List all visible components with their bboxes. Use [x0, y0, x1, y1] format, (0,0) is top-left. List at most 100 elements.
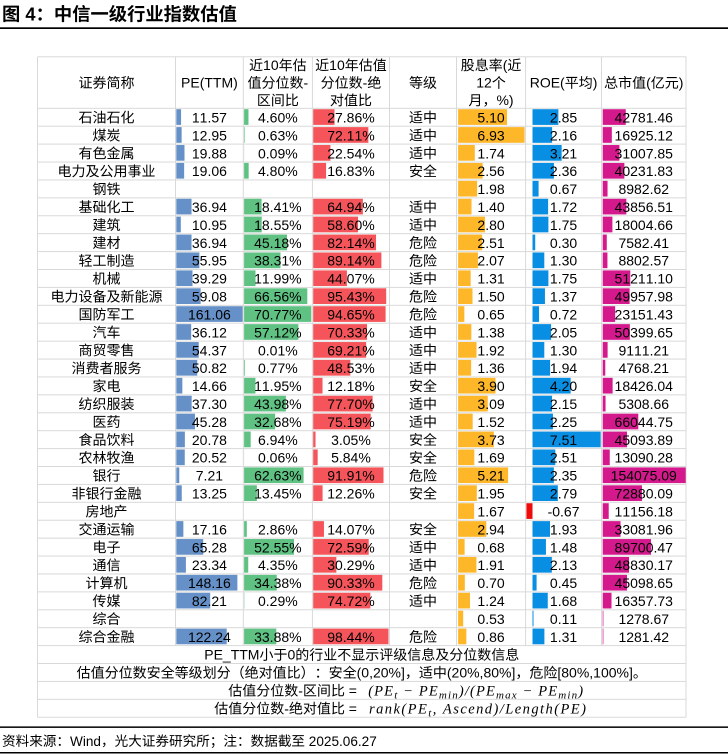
svg-text:89700.47: 89700.47: [615, 539, 674, 555]
svg-text:(0,20%]: (0,20%]: [357, 665, 405, 681]
svg-text:1.67: 1.67: [477, 503, 504, 519]
svg-text:0.72: 0.72: [550, 306, 577, 322]
svg-text:45.18%: 45.18%: [254, 235, 301, 251]
svg-text:, Ascend)/Length(PE): , Ascend)/Length(PE): [433, 701, 588, 717]
svg-text:1.31: 1.31: [550, 629, 577, 645]
svg-text:Wind: Wind: [70, 734, 101, 749]
svg-text:1.75: 1.75: [550, 271, 577, 287]
svg-text:-: -: [304, 75, 309, 91]
svg-text:1.68: 1.68: [550, 593, 577, 609]
svg-text:): ): [577, 684, 584, 700]
svg-text:11.57: 11.57: [192, 109, 227, 125]
svg-text:14.07%: 14.07%: [327, 521, 374, 537]
svg-text:51211.10: 51211.10: [615, 271, 674, 287]
svg-text:1.37: 1.37: [550, 289, 577, 305]
svg-text:4.80%: 4.80%: [258, 163, 298, 179]
svg-text:4.35%: 4.35%: [258, 557, 298, 573]
svg-text:70.33%: 70.33%: [327, 324, 374, 340]
svg-text:2.13: 2.13: [550, 557, 577, 573]
svg-text:5.84%: 5.84%: [331, 450, 371, 466]
svg-text:57.12%: 57.12%: [254, 324, 301, 340]
svg-text:64.94%: 64.94%: [327, 199, 374, 215]
svg-text:(20%,80%]: (20%,80%]: [447, 665, 515, 681]
svg-text:11.95%: 11.95%: [254, 378, 301, 394]
svg-text:8802.57: 8802.57: [618, 253, 669, 269]
svg-text:0.68: 0.68: [477, 539, 504, 555]
svg-text:31007.85: 31007.85: [615, 145, 674, 161]
svg-text:11156.18: 11156.18: [615, 503, 674, 519]
svg-text:4: 4: [20, 4, 36, 25]
svg-text:1.75: 1.75: [550, 217, 577, 233]
svg-text:7582.41: 7582.41: [618, 235, 669, 251]
svg-text:3.05%: 3.05%: [331, 432, 371, 448]
svg-text:(PE: (PE: [368, 684, 394, 700]
svg-text:18.41%: 18.41%: [254, 199, 301, 215]
svg-text:PE_TTM: PE_TTM: [204, 647, 259, 663]
svg-text:-: -: [298, 683, 303, 699]
svg-text:t: t: [428, 707, 433, 719]
svg-text:2.80: 2.80: [477, 217, 504, 233]
svg-text:-0.67: -0.67: [548, 503, 580, 519]
svg-text:12: 12: [476, 75, 492, 91]
svg-text:2.36: 2.36: [550, 163, 577, 179]
svg-text:37.30: 37.30: [192, 396, 227, 412]
svg-text:66044.75: 66044.75: [615, 414, 674, 430]
svg-text:PE(TTM): PE(TTM): [181, 75, 238, 91]
svg-text:0: 0: [287, 647, 295, 663]
svg-text:(: (: [646, 75, 651, 91]
svg-text:2.16: 2.16: [550, 127, 577, 143]
svg-text:3.09: 3.09: [477, 396, 504, 412]
svg-text:2.94: 2.94: [477, 521, 504, 537]
svg-text:17.16: 17.16: [192, 521, 227, 537]
svg-text:2.51: 2.51: [477, 235, 504, 251]
svg-text:69.21%: 69.21%: [327, 342, 374, 358]
svg-text:90.33%: 90.33%: [327, 575, 374, 591]
svg-text:33081.96: 33081.96: [615, 521, 674, 537]
svg-text:36.94: 36.94: [192, 199, 227, 215]
svg-text:5.10: 5.10: [477, 109, 504, 125]
svg-text:rank(PE: rank(PE: [369, 701, 428, 717]
svg-text:32.68%: 32.68%: [254, 414, 301, 430]
svg-text:20.78: 20.78: [192, 432, 227, 448]
svg-text:1.91: 1.91: [477, 557, 504, 573]
svg-text:38.31%: 38.31%: [254, 253, 301, 269]
svg-text:58.60%: 58.60%: [327, 217, 374, 233]
svg-text:16.83%: 16.83%: [327, 163, 374, 179]
svg-text:55.95: 55.95: [192, 253, 227, 269]
svg-text:1.94: 1.94: [550, 360, 577, 376]
svg-text:122.24: 122.24: [188, 629, 231, 645]
svg-text:2.15: 2.15: [550, 396, 577, 412]
svg-text:148.16: 148.16: [188, 575, 231, 591]
svg-text:42781.46: 42781.46: [615, 109, 674, 125]
svg-text:2.86%: 2.86%: [258, 521, 298, 537]
svg-text:75.19%: 75.19%: [327, 414, 374, 430]
svg-text:45098.65: 45098.65: [615, 575, 674, 591]
svg-text:1.50: 1.50: [477, 289, 504, 305]
svg-text:13.45%: 13.45%: [254, 486, 301, 502]
svg-text:45093.89: 45093.89: [615, 432, 674, 448]
svg-text:3.21: 3.21: [550, 145, 577, 161]
svg-text:94.65%: 94.65%: [327, 306, 374, 322]
svg-text:52.55%: 52.55%: [254, 539, 301, 555]
svg-text:7.51: 7.51: [550, 432, 577, 448]
svg-text:10: 10: [263, 57, 279, 73]
svg-text:1281.42: 1281.42: [618, 629, 669, 645]
svg-text:33.88%: 33.88%: [254, 629, 301, 645]
svg-text:44.07%: 44.07%: [327, 271, 374, 287]
svg-text:39.29: 39.29: [192, 271, 227, 287]
svg-text:): ): [679, 75, 684, 91]
svg-text:− PE: − PE: [398, 684, 439, 700]
svg-text:16925.12: 16925.12: [615, 127, 674, 143]
svg-text:82.14%: 82.14%: [327, 235, 374, 251]
svg-text:0.77%: 0.77%: [258, 360, 298, 376]
svg-text:7.21: 7.21: [196, 468, 223, 484]
svg-text:18426.04: 18426.04: [615, 378, 674, 394]
svg-text:1.69: 1.69: [477, 450, 504, 466]
svg-text:45.28: 45.28: [192, 414, 227, 430]
svg-text:43.98%: 43.98%: [254, 396, 301, 412]
svg-text:36.94: 36.94: [192, 235, 227, 251]
svg-text:50.82: 50.82: [192, 360, 227, 376]
svg-text:t: t: [394, 690, 398, 702]
svg-text:18.55%: 18.55%: [254, 217, 301, 233]
svg-text:48.53%: 48.53%: [327, 360, 374, 376]
